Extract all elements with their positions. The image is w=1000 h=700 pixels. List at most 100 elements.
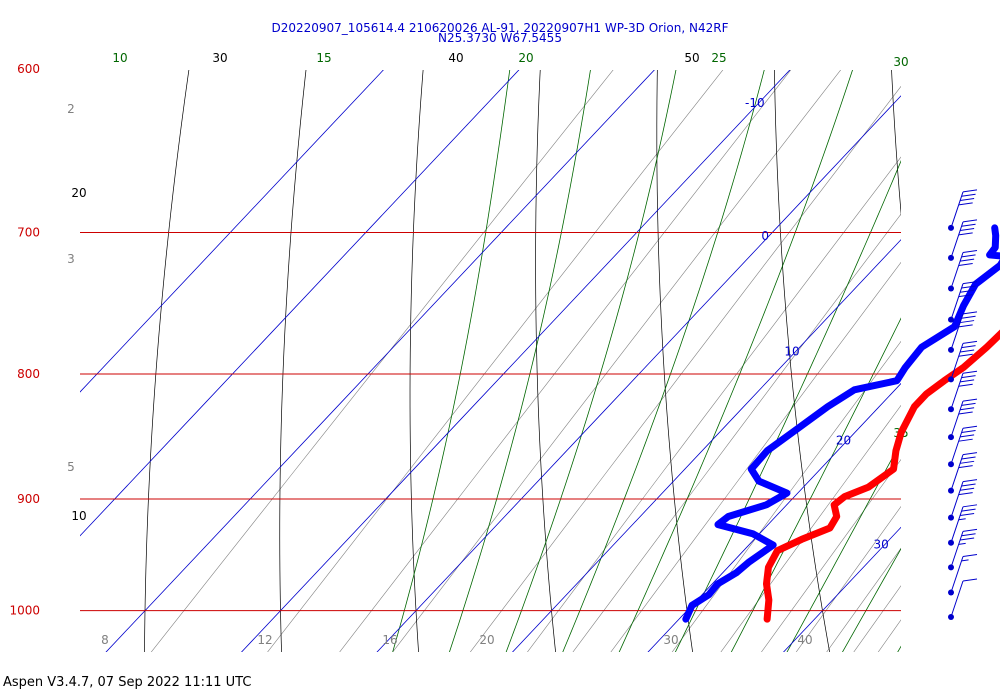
mixing-ratio-left-label: 2: [67, 102, 75, 116]
wind-barb-flag: [958, 492, 973, 496]
mixing-ratio-line: [826, 547, 901, 652]
wind-barb-flag: [962, 479, 978, 483]
isotherm-line: [241, 70, 791, 652]
isotherm-label: -10: [745, 96, 765, 110]
wind-barb-flag: [958, 232, 973, 236]
mixing-ratio-line: [795, 506, 901, 652]
mixing-ratio-line: [720, 404, 901, 652]
moist-adiabat-line: [505, 70, 677, 652]
dewpoint-profile: [682, 224, 1000, 623]
wind-barb-flag: [958, 465, 973, 469]
wind-barb-staff: [950, 283, 964, 320]
wind-barb-staff: [950, 252, 964, 289]
wind-barb: [948, 189, 978, 231]
wind-barb-flag: [960, 537, 975, 541]
moist-adiabat-line: [449, 70, 591, 652]
wind-barb-staff: [950, 481, 964, 518]
moist-adiabat-line: [842, 547, 901, 652]
dry-adiabat-label: 40: [448, 51, 463, 65]
sounding-profiles: [682, 224, 1000, 623]
wind-barb-half-flag: [961, 559, 969, 562]
wind-barb-flag: [962, 504, 978, 508]
moist-adiabat-label: 25: [711, 51, 726, 65]
wind-barb: [948, 398, 978, 441]
mixing-ratio-line: [671, 340, 901, 652]
wind-barb-flag: [960, 434, 975, 438]
moist-adiabat-line: [674, 160, 901, 652]
mixing-ratio-line: [610, 261, 901, 652]
dry-adiabat-line: [891, 70, 901, 217]
dry-adiabat-line: [279, 70, 307, 652]
wind-barb-flag: [962, 554, 978, 557]
wind-barb-flag: [961, 345, 976, 349]
wind-barb-flag: [958, 324, 973, 328]
wind-barb: [948, 578, 978, 621]
wind-barb-flag: [960, 258, 975, 262]
wind-barb-flag: [962, 370, 978, 374]
wind-barb-flag: [960, 198, 975, 202]
wind-barb-flag: [960, 512, 975, 516]
wind-barb-flag: [960, 320, 975, 324]
wind-barb-flag: [960, 460, 975, 464]
dry-adiabat-line: [774, 70, 830, 652]
dry-adiabat-line: [409, 70, 424, 652]
wind-barb-staff: [950, 373, 964, 410]
wind-barb-flag: [960, 289, 975, 293]
mixing-ratio-lines: [150, 70, 901, 652]
wind-barb-staff: [950, 506, 964, 543]
mixing-ratio-left-label: 5: [67, 460, 75, 474]
dry-adiabat-line: [144, 70, 190, 652]
pressure-tick-label: 800: [17, 367, 40, 381]
moist-adiabat-line: [786, 440, 901, 652]
wind-barb-flag: [961, 193, 976, 197]
wind-barb-flag: [960, 407, 975, 411]
wind-barb: [948, 528, 978, 571]
wind-barb-flag: [962, 578, 978, 582]
wind-barb: [948, 281, 978, 323]
wind-barb-flag: [962, 452, 978, 456]
wind-barb-flag: [958, 411, 973, 415]
wind-barb-staff: [950, 454, 964, 491]
isotherm-line: [512, 239, 901, 652]
wind-barb-flag: [961, 285, 976, 289]
mixing-ratio-bottom-label: 8: [101, 633, 109, 647]
wind-barb: [948, 219, 978, 261]
wind-barb-flag: [961, 402, 976, 406]
mixing-ratio-bottom-label: 20: [479, 633, 494, 647]
mixing-ratio-line: [150, 70, 614, 652]
wind-barb-flag: [958, 383, 973, 387]
wind-barb-flag: [960, 487, 975, 491]
mixing-ratio-line: [527, 156, 901, 652]
isotherm-label: 30: [873, 537, 888, 551]
wind-barb: [948, 340, 978, 383]
mixing-ratio-line: [853, 585, 901, 652]
pressure-tick-label: 600: [17, 62, 40, 76]
mixing-ratio-line: [572, 213, 901, 652]
wind-barb-half-flag: [958, 542, 966, 545]
wind-barb-staff: [950, 400, 964, 438]
dry-adiabat-label: 10: [71, 509, 86, 523]
pressure-tick-label: 1000: [9, 604, 40, 618]
mixing-ratio-line: [267, 70, 724, 652]
isotherm-line: [783, 526, 901, 652]
mixing-ratio-bottom-label: 12: [257, 633, 272, 647]
moist-adiabat-line: [392, 70, 511, 652]
wind-barb-flag: [960, 349, 975, 353]
moist-adiabat-label: 15: [316, 51, 331, 65]
wind-barb-flag: [961, 456, 976, 460]
isobar-lines: [80, 231, 901, 612]
wind-barb: [948, 554, 978, 596]
dry-adiabat-label: 50: [684, 51, 699, 65]
pressure-tick-label: 900: [17, 492, 40, 506]
wind-barb-flag: [961, 254, 976, 258]
isotherm-line: [80, 70, 384, 393]
wind-barb-flag: [961, 223, 976, 227]
wind-barb-flag: [961, 315, 976, 319]
wind-barb-flag: [961, 375, 976, 379]
dry-adiabat-line: [535, 70, 556, 652]
wind-barb-flag: [962, 219, 978, 223]
wind-barbs: [948, 189, 978, 621]
